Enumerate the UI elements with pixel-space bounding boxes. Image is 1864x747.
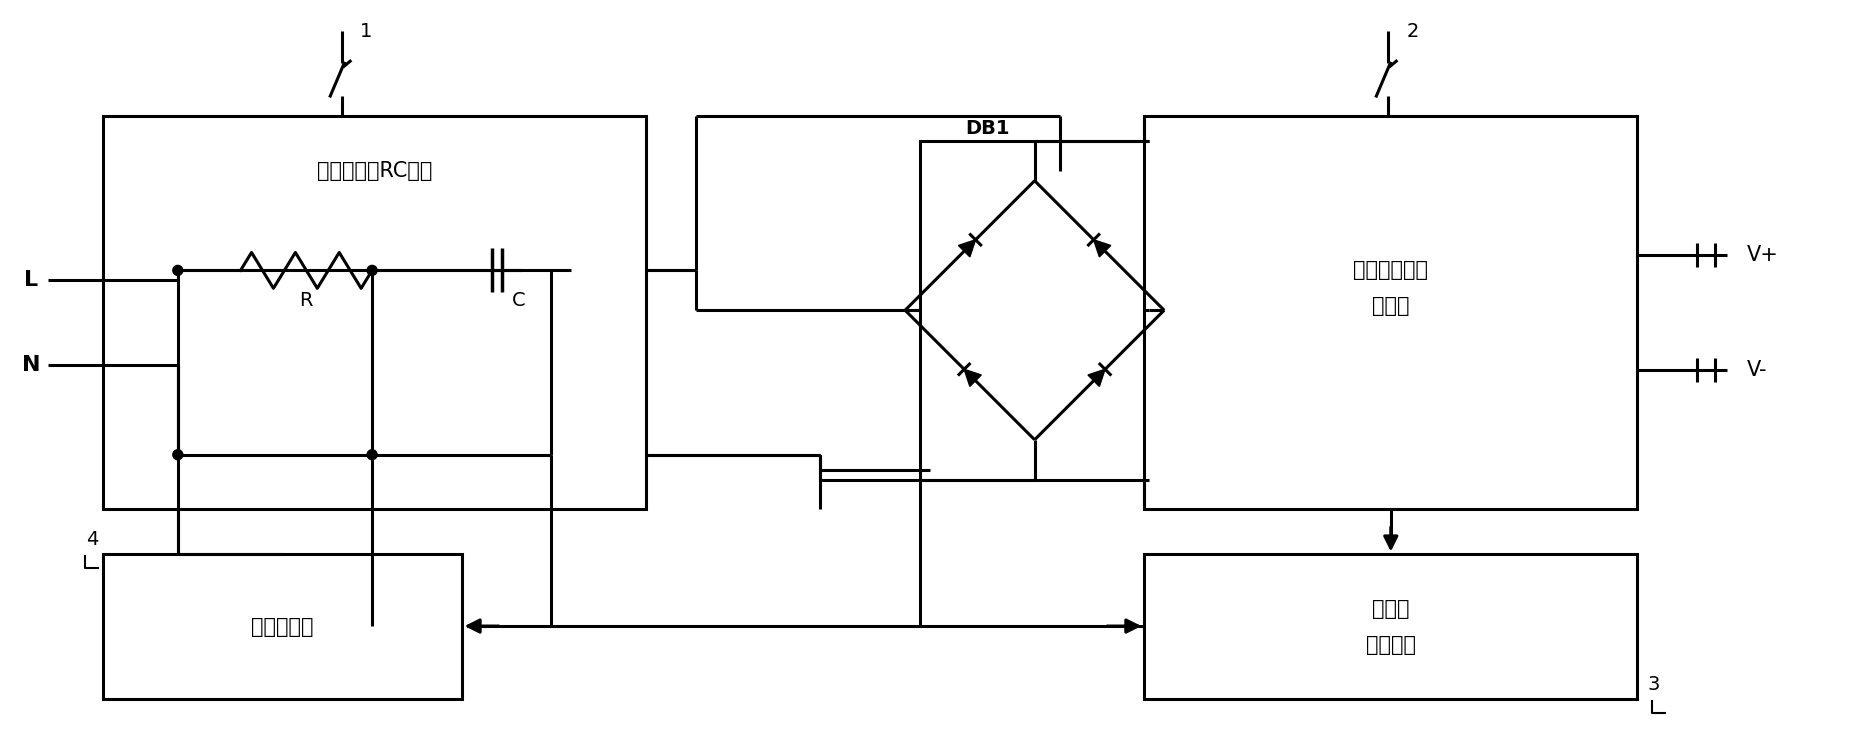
Text: 固态继电器: 固态继电器 bbox=[252, 616, 313, 636]
Text: DB1: DB1 bbox=[964, 120, 1008, 138]
Bar bbox=[103, 116, 645, 509]
Bar bbox=[103, 554, 462, 698]
Text: V+: V+ bbox=[1747, 246, 1778, 265]
Text: L: L bbox=[24, 270, 39, 291]
Text: 电磁滤波及RC电路: 电磁滤波及RC电路 bbox=[317, 161, 432, 181]
Circle shape bbox=[173, 265, 183, 276]
Bar bbox=[1144, 116, 1637, 509]
Text: 检测及
控制电路: 检测及 控制电路 bbox=[1364, 598, 1415, 654]
Text: 2: 2 bbox=[1405, 22, 1419, 41]
Polygon shape bbox=[958, 240, 975, 257]
Circle shape bbox=[367, 450, 377, 459]
Circle shape bbox=[173, 450, 183, 459]
Bar bbox=[1144, 554, 1637, 698]
Polygon shape bbox=[1092, 240, 1111, 257]
Bar bbox=[919, 141, 1148, 480]
Text: V-: V- bbox=[1747, 360, 1767, 380]
Text: C: C bbox=[511, 291, 526, 310]
Text: 3: 3 bbox=[1646, 675, 1659, 694]
Text: N: N bbox=[22, 355, 41, 375]
Polygon shape bbox=[1087, 369, 1105, 386]
Text: R: R bbox=[300, 291, 313, 310]
Circle shape bbox=[367, 265, 377, 276]
Polygon shape bbox=[964, 369, 980, 386]
Text: 4: 4 bbox=[86, 530, 99, 549]
Text: 1: 1 bbox=[360, 22, 373, 41]
Text: 切相调光电源
主电路: 切相调光电源 主电路 bbox=[1353, 260, 1428, 316]
